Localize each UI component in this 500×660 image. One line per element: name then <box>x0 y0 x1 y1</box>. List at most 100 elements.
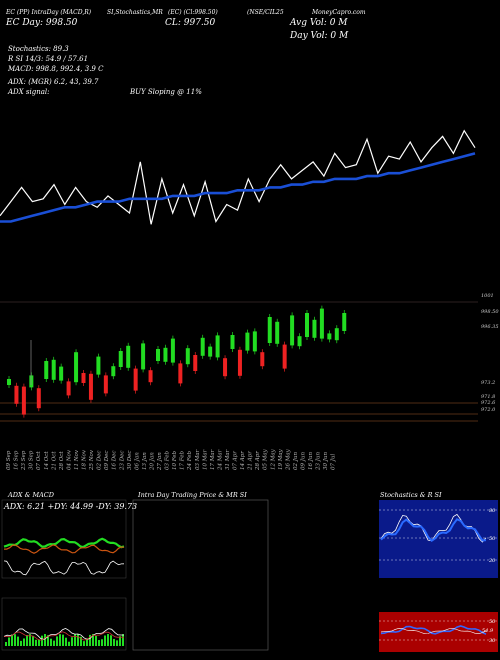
candle-down <box>193 355 198 371</box>
date-label: 03 Mar <box>195 449 201 470</box>
macd-histogram-bar <box>119 636 121 646</box>
macd-histogram-bar <box>95 635 97 646</box>
date-label: 06 Jan <box>134 452 140 470</box>
date-label: 09 Jun <box>300 452 306 470</box>
macd-histogram-bar <box>53 640 55 646</box>
candle-down <box>223 358 228 377</box>
macd-histogram-bar <box>104 635 106 646</box>
macd-histogram-bar <box>80 636 82 646</box>
date-label: 30 Jun <box>323 452 329 470</box>
date-label: 02 Dec <box>97 451 103 471</box>
date-label: 30 Sep <box>29 450 35 470</box>
rsi-value-label: 54.9 <box>482 628 494 634</box>
date-label: 25 Nov <box>89 449 95 471</box>
macd-histogram-bar <box>68 641 70 646</box>
header-title-5: MoneyCapro.com <box>312 9 366 16</box>
candle-up <box>275 321 280 344</box>
buy-signal: BUY Sloping @ 11% <box>130 88 202 96</box>
candle-up <box>290 315 295 346</box>
date-label: 17 Feb <box>180 450 186 470</box>
close-label: CL: 997.50 <box>165 18 216 28</box>
macd-histogram-bar <box>8 637 10 646</box>
candle-up <box>334 328 339 341</box>
macd-histogram-bar <box>65 637 67 646</box>
date-label: 05 May <box>263 448 269 470</box>
date-label: 24 Mar <box>217 449 223 471</box>
adx-line <box>3 560 125 576</box>
candle-up <box>342 313 347 331</box>
candle-down <box>103 375 108 394</box>
macd-line <box>3 627 124 641</box>
macd-histogram-bar <box>26 635 28 646</box>
macd-histogram-bar <box>20 640 22 646</box>
header-title-3: (EC) (Cl:998.50) <box>168 9 218 16</box>
candle-down <box>148 370 153 383</box>
date-label: 21 Apr <box>248 451 254 471</box>
candle-up <box>51 359 56 380</box>
candle-down <box>14 385 19 404</box>
candle-up <box>163 347 168 362</box>
macd-histogram-bar <box>92 634 94 646</box>
date-label: 21 Oct <box>51 451 57 471</box>
macd-histogram-bar <box>89 634 91 646</box>
candle-up <box>96 356 101 375</box>
stoch-k-line <box>380 513 487 543</box>
candle-down <box>88 373 93 400</box>
candle-up <box>7 379 11 385</box>
rsi-signal-line <box>380 627 487 635</box>
macd-histogram-bar <box>47 635 49 646</box>
price-level-label: 1001 <box>481 293 494 299</box>
date-label: 07 Oct <box>36 451 42 470</box>
day-vol: Day Vol: 0 M <box>290 31 349 41</box>
macd-histogram-bar <box>32 635 34 646</box>
stoch-tick-label: 80 <box>489 508 496 514</box>
macd-histogram-bar <box>83 641 85 646</box>
macd-histogram-bar <box>116 640 118 646</box>
macd-value: MACD: 998.8, 992.4, 3.9 C <box>8 65 104 73</box>
date-label: 13 Jan <box>142 452 148 470</box>
macd-histogram-bar <box>38 639 40 646</box>
stoch-tick-label: 20 <box>488 558 496 564</box>
price-level-label: 971.8 <box>481 394 495 400</box>
adx-plus-di-line <box>3 537 125 549</box>
intraday-panel-title: Intra Day Trading Price & MR SI <box>138 491 247 499</box>
adx-value: ADX: (MGR) 6.2, 43, 39.7 <box>8 78 99 86</box>
candle-up <box>312 319 317 338</box>
date-label: 10 Feb <box>172 450 178 470</box>
macd-histogram-bar <box>41 635 43 646</box>
candle-up <box>59 366 64 381</box>
macd-histogram-bar <box>17 636 19 646</box>
macd-histogram-bar <box>86 638 88 646</box>
candle-down <box>81 373 86 383</box>
candle-up <box>215 335 220 358</box>
rsi-tick-label: 50 <box>489 619 496 625</box>
macd-signal-line <box>4 631 125 641</box>
stoch-tick-label: 50 <box>489 536 496 542</box>
rsi-line <box>380 625 487 635</box>
date-label: 07 Apr <box>233 451 239 470</box>
macd-histogram-bar <box>71 637 73 646</box>
price-level-label: 972.6 <box>481 400 496 406</box>
date-label: 26 May <box>285 448 291 471</box>
macd-histogram-bar <box>101 639 103 646</box>
macd-histogram-bar <box>107 634 109 646</box>
candle-up <box>111 366 116 377</box>
date-label: 17 Mar <box>210 449 216 470</box>
date-label: 10 Mar <box>202 449 208 470</box>
macd-histogram-bar <box>35 639 37 646</box>
macd-histogram-bar <box>110 635 112 646</box>
candle-up <box>126 345 131 368</box>
candle-up <box>297 336 302 347</box>
candle-up <box>44 361 49 379</box>
date-label: 16 Sep <box>14 450 20 470</box>
candle-up <box>327 333 332 340</box>
candle-down <box>260 352 265 367</box>
date-label: 16 Jun <box>308 452 314 470</box>
candle-down <box>178 363 183 384</box>
macd-histogram-bar <box>56 636 58 646</box>
date-label: 02 Jun <box>293 452 299 470</box>
price-level-label: 973.2 <box>481 380 495 386</box>
ticker-label: EC Day: <box>6 18 44 28</box>
candle-up <box>185 348 190 365</box>
